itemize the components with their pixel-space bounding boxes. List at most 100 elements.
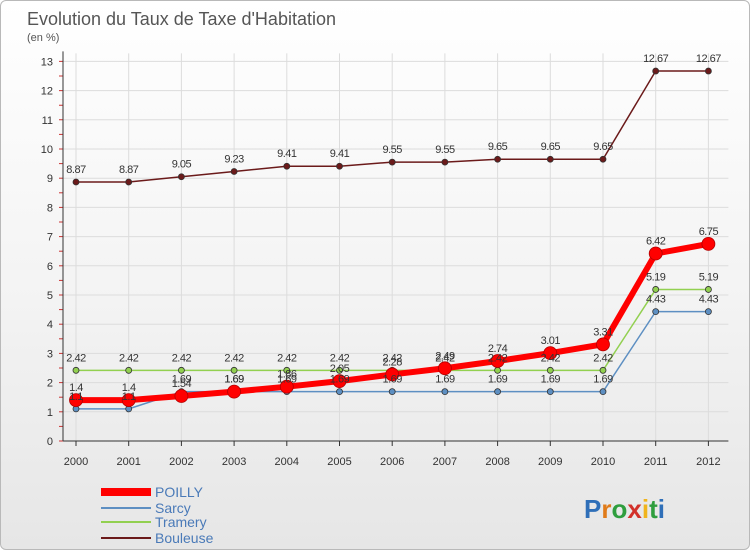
y-tick-label: 2 bbox=[47, 378, 53, 390]
data-label-poilly: 2.49 bbox=[435, 350, 455, 362]
logo-letter: x bbox=[627, 494, 642, 524]
data-label-sarcy: 1.69 bbox=[435, 374, 455, 386]
data-point-tramery bbox=[494, 366, 502, 374]
data-point-bouleuse bbox=[283, 162, 291, 170]
data-point-sarcy bbox=[441, 388, 449, 396]
y-tick-label: 0 bbox=[47, 436, 53, 448]
data-label-sarcy: 1.69 bbox=[172, 374, 192, 386]
data-label-bouleuse: 9.41 bbox=[330, 148, 350, 160]
data-label-bouleuse: 8.87 bbox=[66, 164, 86, 176]
data-label-bouleuse: 9.55 bbox=[382, 144, 402, 156]
data-label-poilly: 1.4 bbox=[122, 382, 136, 394]
data-label-poilly: 2.74 bbox=[488, 343, 508, 355]
data-point-bouleuse bbox=[652, 67, 660, 75]
data-label-sarcy: 1.69 bbox=[488, 374, 508, 386]
x-tick-label: 2005 bbox=[327, 456, 351, 468]
data-point-tramery bbox=[336, 366, 343, 374]
data-label-tramery: 2.42 bbox=[382, 352, 402, 364]
data-point-bouleuse bbox=[546, 155, 554, 163]
data-label-bouleuse: 9.65 bbox=[541, 141, 561, 153]
x-tick-label: 2011 bbox=[644, 456, 668, 468]
y-tick-label: 5 bbox=[47, 290, 53, 302]
x-tick-label: 2010 bbox=[591, 456, 615, 468]
data-label-tramery: 2.42 bbox=[66, 352, 86, 364]
data-label-bouleuse: 9.65 bbox=[593, 141, 613, 153]
data-point-tramery bbox=[125, 366, 133, 374]
data-point-tramery bbox=[599, 366, 607, 374]
data-point-sarcy bbox=[336, 388, 343, 396]
logo-letter: i bbox=[658, 494, 665, 524]
data-label-bouleuse: 9.05 bbox=[172, 159, 192, 171]
data-label-sarcy: 4.43 bbox=[646, 294, 666, 306]
data-point-poilly bbox=[69, 393, 83, 408]
data-label-poilly: 6.75 bbox=[699, 226, 719, 238]
data-point-tramery bbox=[652, 286, 660, 293]
legend-label-bouleuse: Bouleuse bbox=[155, 530, 214, 546]
logo-letter: i bbox=[642, 494, 649, 524]
x-tick-label: 2008 bbox=[485, 456, 509, 468]
data-label-tramery: 5.19 bbox=[699, 271, 719, 283]
proxiti-logo: Proxiti bbox=[584, 494, 665, 524]
data-label-tramery: 2.42 bbox=[277, 352, 297, 364]
x-tick-label: 2003 bbox=[222, 456, 246, 468]
data-point-poilly bbox=[385, 367, 400, 382]
data-point-bouleuse bbox=[388, 158, 396, 166]
data-label-sarcy: 1.69 bbox=[593, 374, 613, 386]
logo-letter: r bbox=[601, 494, 611, 524]
legend-label-sarcy: Sarcy bbox=[155, 500, 191, 516]
logo-letter: P bbox=[584, 494, 601, 524]
data-label-tramery: 2.42 bbox=[224, 352, 244, 364]
data-point-poilly bbox=[332, 374, 347, 389]
data-point-tramery bbox=[705, 286, 712, 293]
data-point-bouleuse bbox=[177, 173, 185, 181]
x-tick-label: 2000 bbox=[64, 456, 88, 468]
data-point-poilly bbox=[596, 337, 610, 352]
data-label-bouleuse: 8.87 bbox=[119, 164, 139, 176]
data-label-bouleuse: 12.67 bbox=[696, 53, 721, 65]
logo-letter: o bbox=[611, 494, 627, 524]
x-tick-label: 2002 bbox=[169, 456, 193, 468]
data-label-bouleuse: 9.55 bbox=[435, 144, 455, 156]
data-label-sarcy: 1.69 bbox=[382, 374, 402, 386]
data-label-tramery: 2.42 bbox=[172, 352, 192, 364]
data-label-tramery: 2.42 bbox=[119, 352, 139, 364]
y-tick-label: 8 bbox=[47, 202, 53, 214]
data-point-bouleuse bbox=[125, 178, 133, 186]
data-point-sarcy bbox=[546, 388, 554, 396]
data-label-poilly: 2.28 bbox=[382, 356, 402, 368]
data-label-bouleuse: 9.41 bbox=[277, 148, 297, 160]
logo-text: Proxiti bbox=[584, 494, 665, 524]
data-point-bouleuse bbox=[336, 162, 343, 170]
data-point-tramery bbox=[283, 366, 291, 374]
data-point-tramery bbox=[72, 366, 80, 374]
data-point-poilly bbox=[490, 354, 505, 368]
data-label-tramery: 5.19 bbox=[646, 271, 666, 283]
y-tick-label: 11 bbox=[42, 115, 53, 127]
x-tick-label: 2012 bbox=[696, 456, 720, 468]
data-point-bouleuse bbox=[599, 155, 607, 163]
x-tick-label: 2001 bbox=[116, 456, 140, 468]
series-layer bbox=[69, 67, 716, 413]
data-label-poilly: 3.31 bbox=[593, 326, 613, 338]
y-tick-label: 13 bbox=[41, 56, 53, 68]
data-point-poilly bbox=[543, 346, 558, 361]
data-label-bouleuse: 9.65 bbox=[488, 141, 508, 153]
data-label-poilly: 3.01 bbox=[541, 335, 561, 347]
data-point-bouleuse bbox=[705, 67, 712, 75]
data-point-poilly bbox=[227, 384, 242, 399]
data-point-sarcy bbox=[652, 308, 660, 316]
chart-title: Evolution du Taux de Taxe d'Habitation bbox=[27, 9, 336, 29]
data-label-poilly: 2.05 bbox=[330, 363, 350, 375]
x-tick-label: 2004 bbox=[275, 456, 299, 468]
data-point-poilly bbox=[279, 379, 294, 394]
data-label-sarcy: 4.43 bbox=[699, 294, 719, 306]
data-labels: 8.87 8.87 9.05 9.23 9.41 9.41 9.55 9.55 9.65 9.65… bbox=[66, 53, 722, 403]
data-point-bouleuse bbox=[72, 178, 80, 186]
data-label-bouleuse: 9.23 bbox=[224, 153, 244, 165]
logo-letter: t bbox=[649, 494, 658, 524]
y-tick-label: 12 bbox=[41, 86, 53, 98]
